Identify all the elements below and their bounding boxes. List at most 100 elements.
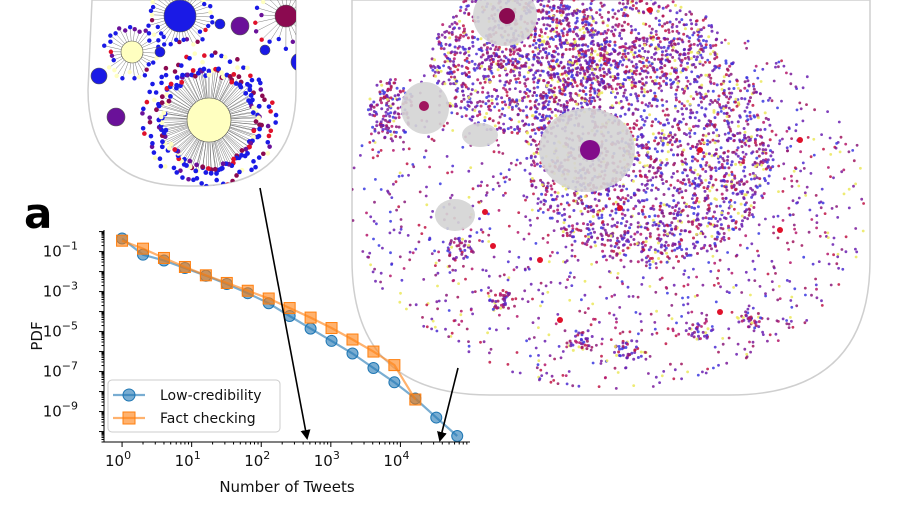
network-node — [769, 149, 772, 153]
network-node — [693, 192, 697, 196]
network-node — [539, 200, 543, 204]
network-node — [448, 57, 452, 61]
network-node — [814, 283, 818, 287]
network-node — [528, 44, 532, 48]
network-node — [562, 89, 566, 93]
network-node — [714, 178, 718, 182]
network-node — [835, 262, 839, 266]
network-node — [567, 203, 571, 207]
network-node — [214, 171, 219, 176]
network-node — [591, 222, 595, 226]
network-node — [854, 227, 858, 230]
network-node — [774, 61, 778, 65]
network-node — [561, 230, 565, 234]
network-node — [495, 102, 499, 106]
network-node — [683, 201, 686, 205]
network-node — [572, 27, 576, 31]
network-node — [649, 245, 653, 249]
network-node — [619, 258, 623, 262]
network-node — [544, 27, 548, 31]
network-node — [745, 355, 749, 359]
network-node — [521, 109, 525, 113]
network-node — [759, 80, 763, 83]
network-node — [689, 116, 692, 120]
network-node — [248, 140, 254, 146]
network-node — [606, 238, 610, 242]
network-node — [532, 192, 535, 196]
network-node — [731, 108, 735, 112]
network-node — [653, 1, 657, 5]
network-node — [549, 84, 553, 88]
network-node — [719, 179, 723, 183]
network-node — [696, 142, 699, 146]
network-node — [746, 102, 750, 106]
network-node — [832, 236, 836, 240]
network-node — [547, 333, 551, 337]
network-node — [726, 155, 730, 159]
network-node — [539, 304, 542, 308]
network-node — [746, 190, 750, 194]
network-node — [729, 95, 732, 99]
network-node — [581, 21, 585, 24]
network-node — [647, 248, 651, 252]
network-node — [703, 243, 707, 247]
network-node — [222, 54, 228, 60]
network-node — [734, 100, 737, 104]
network-node — [227, 59, 233, 65]
network-node — [653, 147, 657, 151]
network-node — [609, 338, 613, 341]
network-node — [666, 113, 670, 117]
network-node — [748, 138, 752, 142]
network-node — [503, 114, 507, 117]
network-node — [537, 209, 540, 213]
network-node — [514, 87, 517, 90]
network-node — [503, 100, 506, 104]
network-node — [689, 111, 693, 115]
network-node — [626, 1, 630, 5]
network-node — [831, 243, 835, 246]
network-node — [777, 284, 781, 288]
network-node — [548, 37, 552, 41]
network-node — [672, 37, 676, 41]
network-node — [516, 131, 519, 135]
network-node — [766, 144, 770, 148]
network-node — [759, 134, 762, 138]
network-node — [727, 173, 731, 177]
network-node — [399, 227, 403, 231]
network-node — [683, 161, 687, 165]
network-node — [687, 180, 691, 184]
network-node — [666, 291, 669, 295]
network-node — [539, 10, 543, 14]
network-node — [593, 197, 597, 201]
network-node — [457, 323, 461, 326]
network-node — [721, 197, 725, 200]
network-node — [593, 91, 597, 95]
network-node — [571, 85, 575, 89]
network-node — [645, 75, 649, 79]
network-node — [699, 247, 703, 251]
network-node — [637, 49, 641, 53]
network-node — [548, 45, 552, 49]
network-node — [593, 230, 596, 234]
network-node — [483, 80, 487, 84]
network-node — [763, 111, 767, 115]
network-node — [425, 185, 428, 189]
network-node — [782, 64, 786, 68]
network-node — [448, 25, 452, 29]
network-node — [669, 53, 672, 57]
network-node — [512, 268, 516, 272]
network-node — [586, 210, 590, 214]
network-node — [530, 208, 534, 212]
network-node — [592, 96, 596, 100]
network-node — [449, 335, 453, 338]
network-node — [465, 56, 469, 60]
network-node — [814, 194, 818, 197]
network-node — [524, 78, 528, 82]
network-node — [626, 208, 630, 212]
network-node — [600, 237, 604, 241]
network-node — [827, 262, 831, 266]
network-node — [663, 113, 667, 117]
network-node — [429, 215, 433, 219]
network-node — [583, 279, 587, 283]
network-node — [568, 47, 572, 51]
